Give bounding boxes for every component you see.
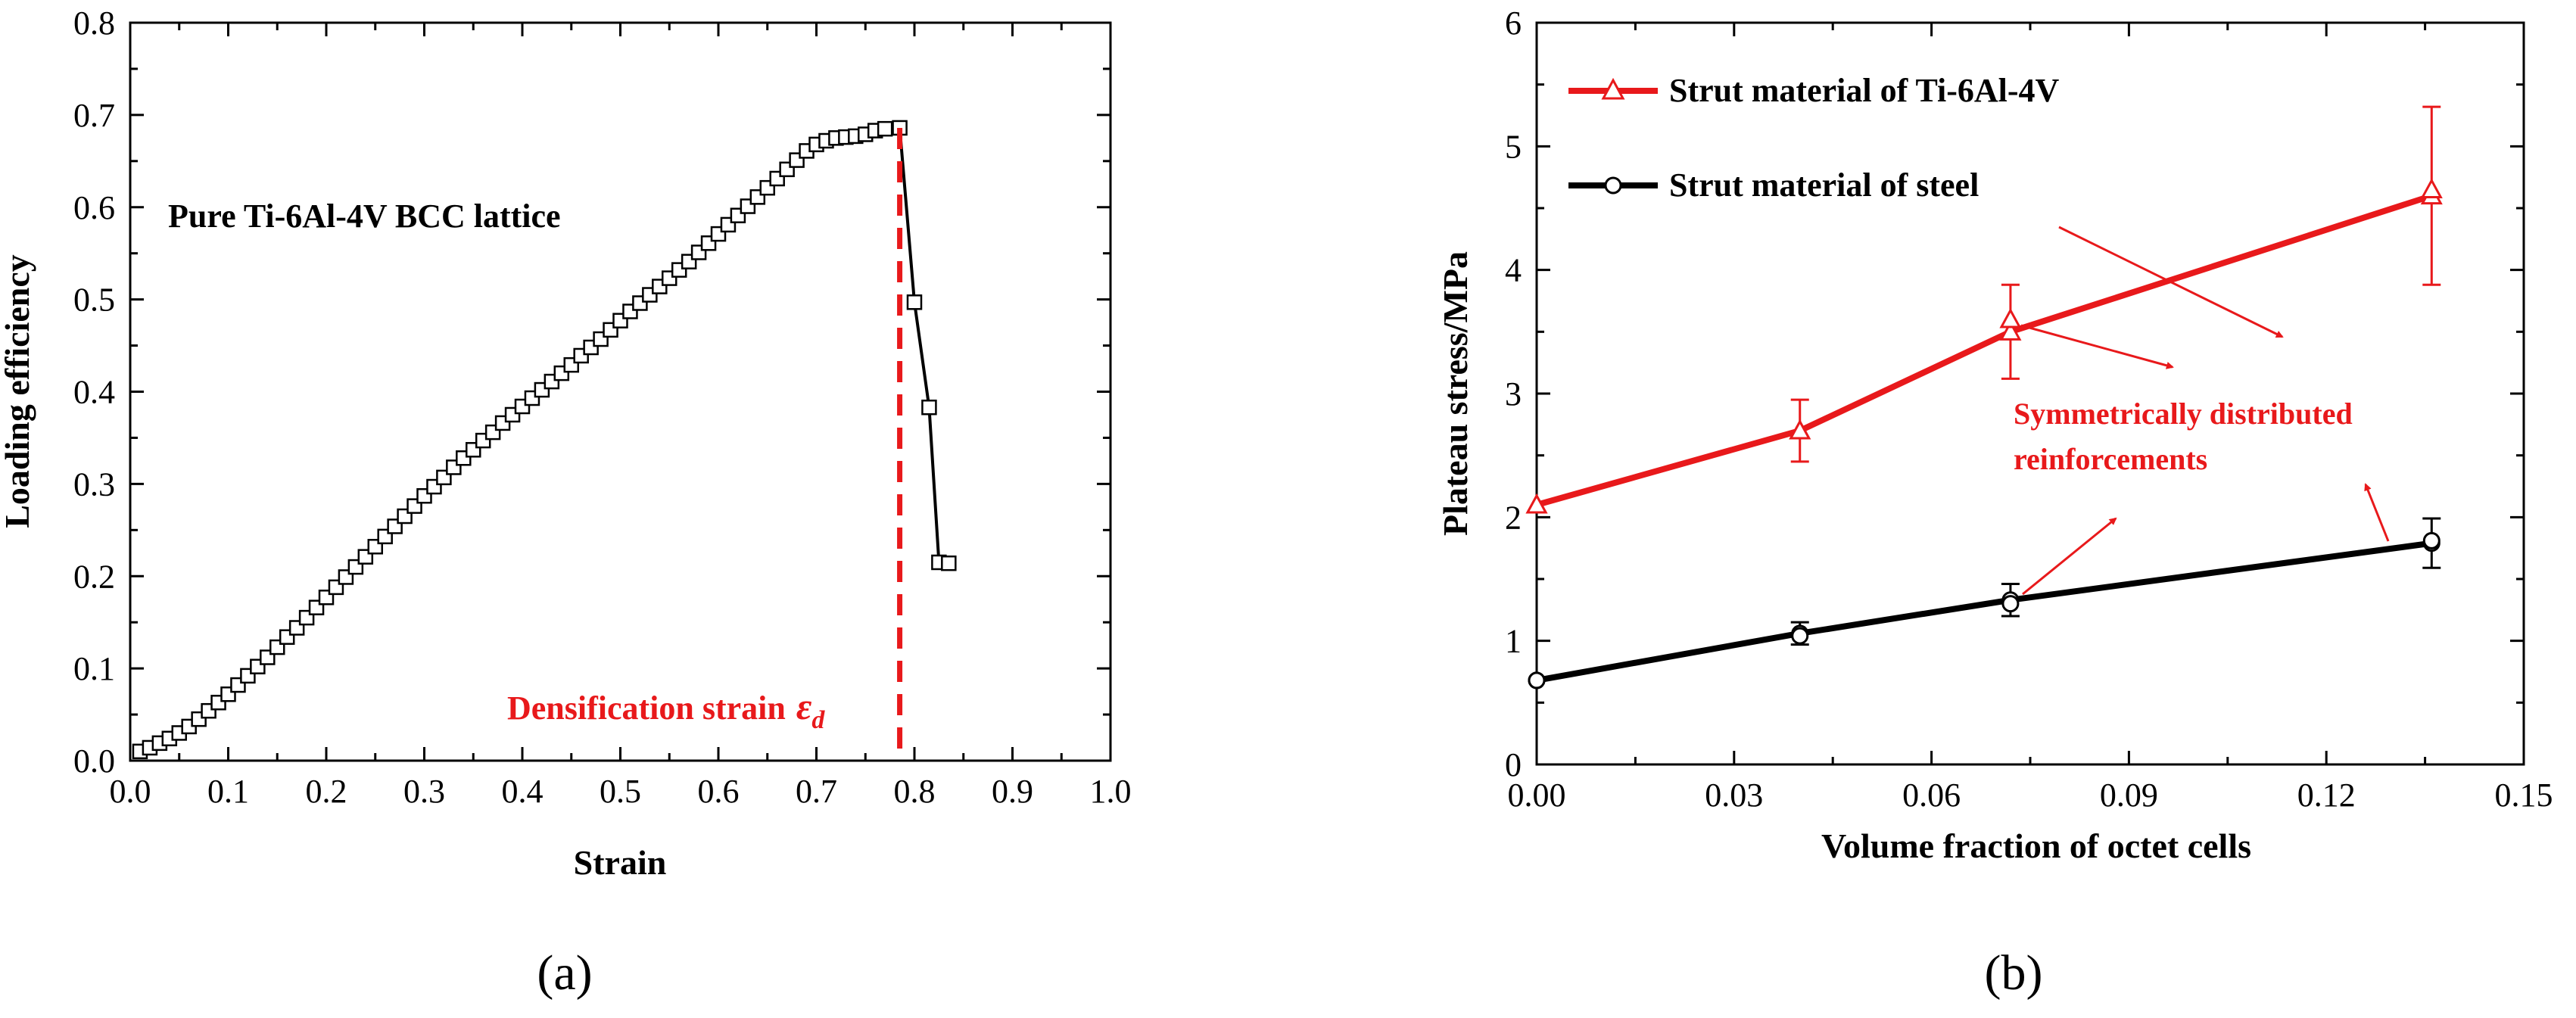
panel-a-y-tick-label: 0.2 xyxy=(73,558,115,595)
panel-b-series-line-steel xyxy=(1536,540,2432,683)
panel-a-chart: 0.0 0.1 0.2 0.3 0.4 0.5 0.6 0.7 0.8 0.9 1.0 0.0 0.1 0… xyxy=(0,5,1132,1001)
panel-b-x-tick-label: 0.12 xyxy=(2297,777,2356,814)
panel-b-y-axis-label: Plateau stress/MPa xyxy=(1436,251,1475,536)
panel-a-y-axis-label: Loading efficiency xyxy=(0,254,36,528)
densification-label: Densification strain εd xyxy=(507,685,825,734)
panel-b-data-point-ti xyxy=(1999,307,2022,328)
annotation-arrow-4 xyxy=(2022,517,2117,596)
panel-a-x-tick-label: 0.8 xyxy=(894,773,936,810)
panel-b-data-point-ti xyxy=(2420,178,2443,198)
panel-a-x-tick-label: 0.9 xyxy=(992,773,1033,810)
panel-a-y-tick-label: 0.1 xyxy=(73,650,115,687)
panel-a-x-tick-label: 0.1 xyxy=(207,773,249,810)
panel-a-series xyxy=(132,120,957,760)
panel-b-data-point-steel xyxy=(2422,531,2441,549)
panel-a-ticks xyxy=(129,21,1112,762)
panel-b-y-tick-label: 2 xyxy=(1505,499,1522,536)
densification-subscript: d xyxy=(811,706,825,734)
panel-b-data-point-steel xyxy=(1791,627,1809,645)
panel-a-x-axis-label: Strain xyxy=(574,843,667,882)
densification-label-text: Densification strain xyxy=(507,690,786,727)
panel-b-x-tick-label: 0.03 xyxy=(1705,777,1763,814)
panel-a-data-point xyxy=(877,120,893,137)
panel-b-x-axis-label: Volume fraction of octet cells xyxy=(1821,827,2251,865)
panel-a-annotation: Pure Ti-6Al-4V BCC lattice xyxy=(168,198,561,235)
panel-a-x-tick-label: 0.4 xyxy=(502,773,544,810)
panel-b-caption: (b) xyxy=(1985,945,2043,1001)
panel-b-annotation-line2: reinforcements xyxy=(2014,442,2207,476)
panel-b-series xyxy=(1525,105,2443,690)
panel-a-x-tick-label: 1.0 xyxy=(1090,773,1132,810)
panel-a-x-tick-label: 0.6 xyxy=(698,773,740,810)
panel-a-tick-labels: 0.0 0.1 0.2 0.3 0.4 0.5 0.6 0.7 0.8 0.9 1.0 0.0 0.1 0… xyxy=(73,5,1132,810)
panel-b-data-point-steel xyxy=(1528,671,1546,690)
panel-a-data-point xyxy=(921,399,937,416)
panel-a-x-tick-label: 0.5 xyxy=(600,773,641,810)
legend-ti-marker xyxy=(1601,77,1625,100)
panel-b-data-point-ti xyxy=(1999,320,2022,341)
annotation-arrow-1 xyxy=(2058,226,2284,338)
panel-a-x-tick-label: 0.2 xyxy=(306,773,347,810)
panel-b-x-tick-label: 0.15 xyxy=(2495,777,2553,814)
annotation-arrow-3 xyxy=(2364,483,2390,542)
panel-a-x-tick-label: 0.0 xyxy=(110,773,151,810)
panel-a-x-tick-label: 0.3 xyxy=(403,773,445,810)
legend-steel-marker xyxy=(1604,176,1622,195)
legend-ti-label: Strut material of Ti-6Al-4V xyxy=(1669,72,2060,109)
panel-b-chart: 0.00 0.03 0.06 0.09 0.12 0.15 0 1 2 3 4 5 6 Strut ma… xyxy=(1436,5,2553,1001)
densification-symbol: ε xyxy=(796,685,812,727)
panel-a-data-point xyxy=(906,294,923,310)
annotation-arrow-2 xyxy=(2020,324,2174,369)
panel-b-y-tick-label: 0 xyxy=(1505,746,1522,783)
panel-b-x-tick-label: 0.09 xyxy=(2100,777,2158,814)
panel-b-data-point-steel xyxy=(2001,595,2020,613)
panel-a-y-tick-label: 0.6 xyxy=(73,189,115,226)
panel-a-y-tick-label: 0.5 xyxy=(73,282,115,319)
panel-b-x-tick-label: 0.00 xyxy=(1508,777,1566,814)
panel-b-tick-labels: 0.00 0.03 0.06 0.09 0.12 0.15 0 1 2 3 4 5 6 xyxy=(1505,5,2553,814)
legend-steel-label: Strut material of steel xyxy=(1669,167,1979,204)
panel-b-data-point-ti xyxy=(1525,493,1548,514)
panel-a-y-tick-label: 0.4 xyxy=(73,374,115,411)
panel-a-y-tick-label: 0.3 xyxy=(73,465,115,503)
panel-b-series-line-ti xyxy=(1535,192,2433,508)
panel-a-y-tick-label: 0.8 xyxy=(73,5,115,42)
panel-b-y-tick-label: 4 xyxy=(1505,252,1522,289)
panel-b-y-tick-label: 1 xyxy=(1505,623,1522,660)
panel-b-x-tick-label: 0.06 xyxy=(1902,777,1961,814)
panel-b-y-tick-label: 3 xyxy=(1505,375,1522,412)
panel-b-legend: Strut material of Ti-6Al-4V Strut materi… xyxy=(1568,72,2060,204)
panel-a-y-tick-label: 0.0 xyxy=(73,742,115,780)
panel-a-x-tick-label: 0.7 xyxy=(796,773,837,810)
panel-a-caption: (a) xyxy=(537,945,592,1001)
panel-a-y-tick-label: 0.7 xyxy=(73,97,115,134)
panel-b-y-tick-label: 6 xyxy=(1505,5,1522,42)
panel-a-data-point xyxy=(941,555,957,571)
panel-b-y-tick-label: 5 xyxy=(1505,128,1522,165)
panel-b-annotation-arrows xyxy=(2020,226,2390,596)
panel-b-ticks xyxy=(1535,21,2525,766)
panel-b-annotation-line1: Symmetrically distributed xyxy=(2014,397,2353,431)
panel-b-data-point-ti xyxy=(1789,419,1811,440)
